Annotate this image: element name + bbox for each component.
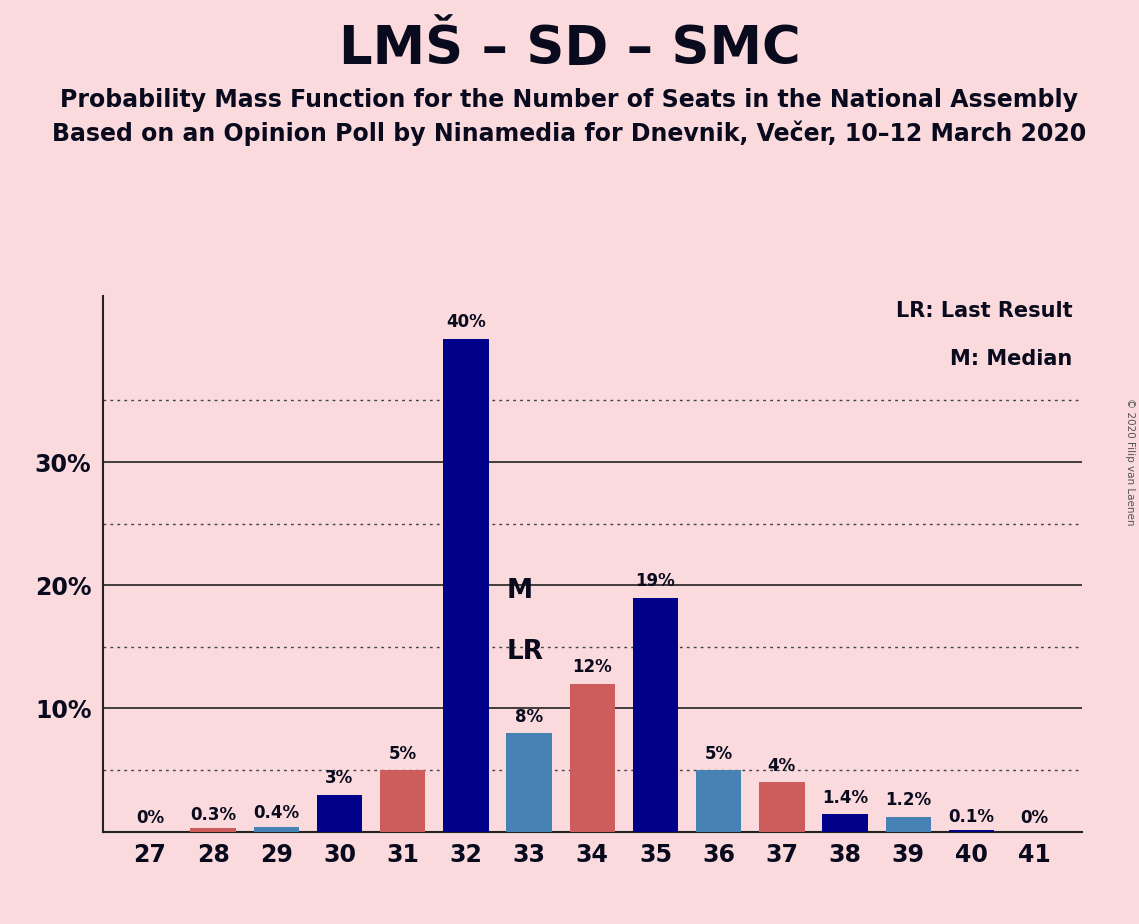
Text: 0.1%: 0.1% bbox=[949, 808, 994, 826]
Text: 4%: 4% bbox=[768, 757, 796, 775]
Text: 8%: 8% bbox=[515, 708, 543, 725]
Bar bbox=[507, 733, 551, 832]
Text: 5%: 5% bbox=[388, 745, 417, 762]
Text: Probability Mass Function for the Number of Seats in the National Assembly: Probability Mass Function for the Number… bbox=[60, 88, 1079, 112]
Text: 19%: 19% bbox=[636, 572, 675, 590]
Text: 0%: 0% bbox=[136, 809, 164, 827]
Bar bbox=[822, 814, 868, 832]
Bar bbox=[570, 684, 615, 832]
Bar bbox=[443, 339, 489, 832]
Text: M: M bbox=[507, 578, 533, 603]
Text: LMŠ – SD – SMC: LMŠ – SD – SMC bbox=[338, 23, 801, 75]
Text: 1.2%: 1.2% bbox=[885, 792, 932, 809]
Text: 3%: 3% bbox=[326, 770, 353, 787]
Text: 0.3%: 0.3% bbox=[190, 806, 236, 823]
Text: 5%: 5% bbox=[705, 745, 732, 762]
Bar bbox=[254, 827, 300, 832]
Text: Based on an Opinion Poll by Ninamedia for Dnevnik, Večer, 10–12 March 2020: Based on an Opinion Poll by Ninamedia fo… bbox=[52, 120, 1087, 146]
Bar bbox=[949, 831, 994, 832]
Text: 40%: 40% bbox=[446, 313, 485, 332]
Bar bbox=[696, 770, 741, 832]
Text: 1.4%: 1.4% bbox=[822, 789, 868, 807]
Bar bbox=[759, 783, 804, 832]
Bar bbox=[190, 828, 236, 832]
Bar bbox=[885, 817, 931, 832]
Bar bbox=[380, 770, 426, 832]
Text: LR: Last Result: LR: Last Result bbox=[895, 301, 1072, 321]
Bar bbox=[633, 598, 678, 832]
Bar bbox=[317, 795, 362, 832]
Text: LR: LR bbox=[507, 639, 544, 665]
Text: 12%: 12% bbox=[573, 659, 612, 676]
Text: © 2020 Filip van Laenen: © 2020 Filip van Laenen bbox=[1125, 398, 1134, 526]
Text: 0%: 0% bbox=[1021, 809, 1049, 827]
Text: 0.4%: 0.4% bbox=[253, 805, 300, 822]
Text: M: Median: M: Median bbox=[950, 349, 1072, 370]
